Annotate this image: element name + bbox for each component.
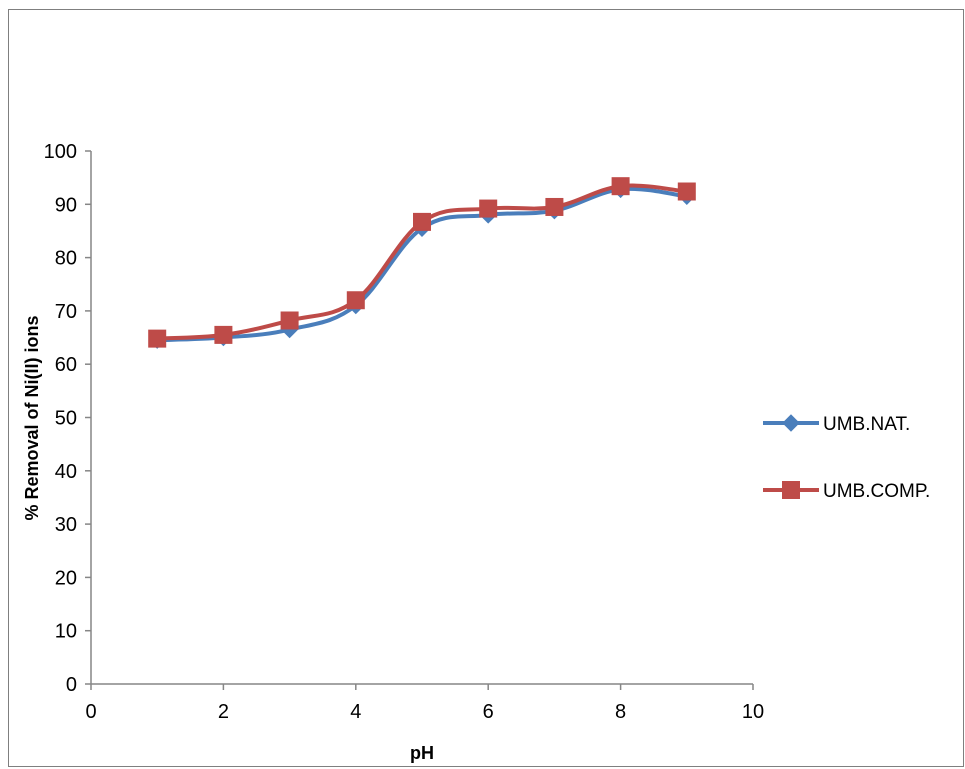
data-point [214, 325, 233, 344]
data-point [611, 177, 630, 196]
data-point [677, 182, 696, 201]
axes: 0 10 20 30 40 50 60 70 80 90 100 0 2 4 6 8 10 [44, 141, 765, 723]
series-2 [148, 177, 696, 348]
data-point [148, 329, 167, 348]
x-axis-title: pH [410, 743, 434, 763]
y-tick-label: 70 [55, 301, 77, 323]
data-point [413, 212, 431, 231]
legend-label: UMB.NAT. [823, 414, 910, 435]
y-tick-label: 0 [66, 674, 77, 696]
data-point [346, 291, 365, 310]
x-tick-label: 4 [350, 701, 361, 723]
x-tick-label: 6 [483, 701, 494, 723]
y-tick-label: 90 [55, 194, 77, 216]
y-tick-label: 40 [55, 461, 77, 483]
y-tick-label: 60 [55, 354, 77, 376]
y-tick-label: 100 [44, 141, 77, 163]
series-layer [148, 177, 696, 349]
legend-entry: UMB.COMP. [763, 481, 930, 502]
data-point [280, 311, 299, 330]
series-line [155, 183, 689, 341]
legend-entry: UMB.NAT. [763, 414, 910, 435]
y-tick-label: 10 [55, 621, 77, 643]
legend-marker [782, 414, 800, 432]
y-tick-label: 20 [55, 567, 77, 589]
y-axis-title: % Removal of Ni(II) ions [22, 315, 42, 520]
x-tick-label: 10 [742, 701, 764, 723]
legend-marker [782, 481, 800, 499]
chart-frame [8, 9, 964, 767]
x-tick-label: 0 [85, 701, 96, 723]
data-point [479, 199, 498, 218]
data-point [545, 197, 564, 216]
x-tick-label: 8 [615, 701, 626, 723]
legend: UMB.NAT. UMB.COMP. [763, 414, 930, 502]
y-tick-label: 30 [55, 514, 77, 536]
y-tick-label: 50 [55, 408, 77, 430]
x-tick-label: 2 [218, 701, 229, 723]
series-line [155, 186, 689, 343]
y-tick-label: 80 [55, 248, 77, 270]
legend-label: UMB.COMP. [823, 481, 930, 502]
series-1 [148, 180, 696, 349]
